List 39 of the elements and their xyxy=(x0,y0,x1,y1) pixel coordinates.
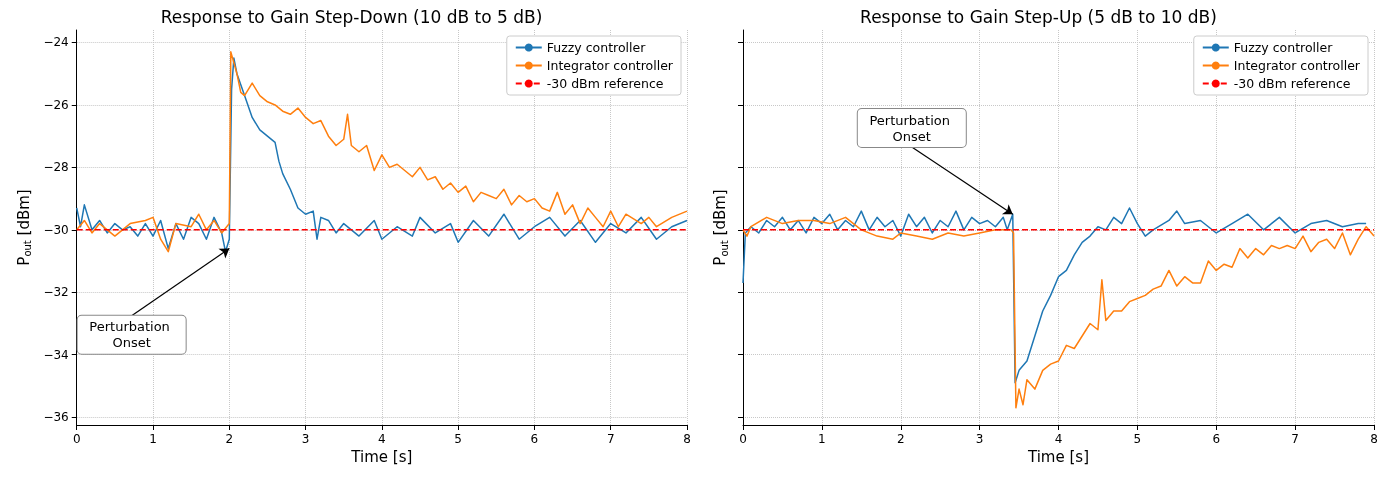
x-tick-label: 2 xyxy=(896,432,905,446)
y-tick-label: −32 xyxy=(43,285,69,300)
y-tick-label: −34 xyxy=(43,347,69,362)
legend-label: Fuzzy controller xyxy=(546,40,647,55)
x-tick-label: 8 xyxy=(683,432,691,446)
annotation: Perturbation Onset xyxy=(869,112,955,144)
x-tick-label: 6 xyxy=(530,432,539,446)
chart-title: Response to Gain Step-Up (5 dB to 10 dB) xyxy=(860,6,1217,27)
x-tick-label: 6 xyxy=(1212,432,1221,446)
x-tick-label: 3 xyxy=(975,432,984,446)
x-axis-title: Time [s] xyxy=(350,448,413,467)
x-axis-title: Time [s] xyxy=(1027,448,1089,467)
y-tick-label: −24 xyxy=(43,35,69,50)
legend-label: -30 dBm reference xyxy=(1233,76,1351,91)
y-tick-label: −30 xyxy=(43,222,69,237)
y-tick-label: −36 xyxy=(43,410,69,425)
legend-label: Integrator controller xyxy=(546,58,674,73)
x-tick-label: 1 xyxy=(149,432,157,446)
y-axis-title: Pout [dBm] xyxy=(14,189,33,266)
y-tick-label: −26 xyxy=(43,97,69,112)
x-tick-label: 5 xyxy=(454,432,462,446)
y-tick-label: −28 xyxy=(43,160,69,175)
x-tick-label: 4 xyxy=(378,432,386,446)
x-tick-label: 3 xyxy=(301,432,310,446)
legend-label: Integrator controller xyxy=(1233,58,1361,73)
x-tick-label: 7 xyxy=(606,432,615,446)
x-tick-label: 5 xyxy=(1133,432,1142,446)
x-tick-label: 1 xyxy=(818,432,826,446)
chart-title: Response to Gain Step-Down (10 dB to 5 dB) xyxy=(160,6,543,27)
x-tick-label: 0 xyxy=(72,432,81,446)
x-tick-label: 7 xyxy=(1291,432,1299,446)
x-tick-label: 2 xyxy=(225,432,234,446)
legend-label: -30 dBm reference xyxy=(546,76,664,91)
x-tick-label: 4 xyxy=(1054,432,1063,446)
y-axis-title: Pout [dBm] xyxy=(711,189,730,266)
annotation: Perturbation Onset xyxy=(89,319,174,351)
x-tick-label: 0 xyxy=(739,432,747,446)
legend-label: Fuzzy controller xyxy=(1233,40,1334,55)
x-tick-label: 8 xyxy=(1370,432,1378,446)
